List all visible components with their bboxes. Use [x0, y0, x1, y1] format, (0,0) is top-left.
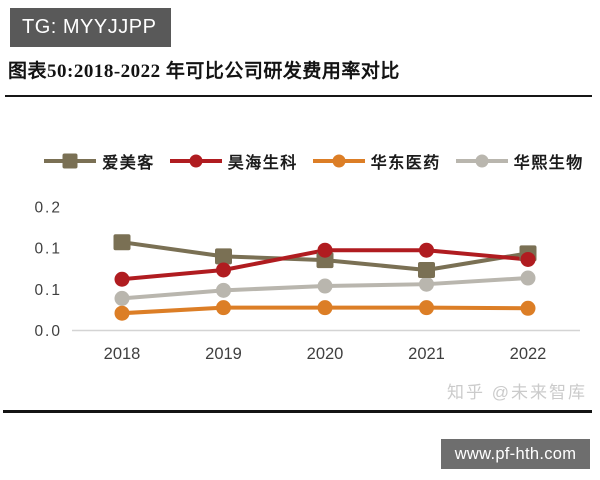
- data-point-marker: [216, 300, 231, 316]
- data-point-marker: [520, 270, 536, 286]
- data-point-marker: [114, 290, 130, 306]
- x-tick-label: 2020: [307, 345, 344, 363]
- series-markers-华熙生物: [114, 270, 536, 306]
- website-url: www.pf-hth.com: [454, 444, 577, 463]
- legend-label: 华东医药: [370, 155, 441, 172]
- data-point-marker: [317, 300, 333, 316]
- legend-item-昊海生科: 昊海生科: [169, 149, 298, 173]
- zhihu-watermark: 知乎 @未来智库: [447, 383, 587, 402]
- circle-marker-icon: [455, 154, 508, 168]
- square-marker-icon: [44, 153, 97, 169]
- y-tick-label: 0.1: [34, 241, 62, 258]
- legend-label: 华熙生物: [513, 155, 584, 172]
- tg-badge-label: TG: MYYJJPP: [22, 16, 157, 38]
- x-tick-label: 2018: [104, 345, 141, 363]
- data-point-marker: [216, 282, 231, 298]
- data-point-marker: [216, 262, 231, 278]
- y-tick-label: 0.1: [34, 282, 62, 299]
- data-point-marker: [520, 251, 536, 267]
- data-point-marker: [419, 300, 434, 316]
- series-markers-华东医药: [114, 300, 536, 321]
- y-axis-ticks: 0.2 0.1 0.1 0.0: [34, 200, 62, 341]
- tg-badge: TG: MYYJJPP: [10, 8, 172, 47]
- legend-item-爱美客: 爱美客: [44, 149, 155, 173]
- x-tick-label: 2019: [205, 345, 242, 363]
- data-point-marker: [215, 248, 232, 265]
- data-point-marker: [520, 300, 536, 316]
- chart-legend: 爱美客 昊海生科 华东医药 华熙生物: [14, 149, 600, 173]
- title-underline: [5, 95, 592, 97]
- x-tick-label: 2022: [510, 345, 547, 363]
- website-url-bar: www.pf-hth.com: [441, 439, 590, 469]
- circle-marker-icon: [169, 154, 222, 168]
- circle-marker-icon: [312, 154, 365, 168]
- data-point-marker: [317, 242, 333, 258]
- data-point-marker: [317, 278, 333, 294]
- data-point-marker: [113, 234, 131, 251]
- legend-label: 爱美客: [102, 155, 155, 172]
- y-tick-label: 0.2: [34, 200, 62, 217]
- data-point-marker: [419, 276, 434, 292]
- series-markers-昊海生科: [114, 242, 536, 287]
- data-point-marker: [114, 271, 130, 287]
- chart-title: 图表50:2018-2022 年可比公司研发费用率对比: [8, 61, 400, 82]
- legend-item-华东医药: 华东医药: [312, 149, 441, 173]
- bottom-divider: [3, 410, 592, 413]
- y-tick-label: 0.0: [34, 323, 62, 340]
- data-point-marker: [114, 305, 130, 321]
- legend-label: 昊海生科: [227, 155, 298, 172]
- x-tick-label: 2021: [408, 345, 445, 363]
- legend-item-华熙生物: 华熙生物: [455, 149, 584, 173]
- data-point-marker: [419, 242, 434, 258]
- x-axis-ticks: 2018 2019 2020 2021 2022: [104, 345, 547, 363]
- data-point-marker: [418, 261, 435, 278]
